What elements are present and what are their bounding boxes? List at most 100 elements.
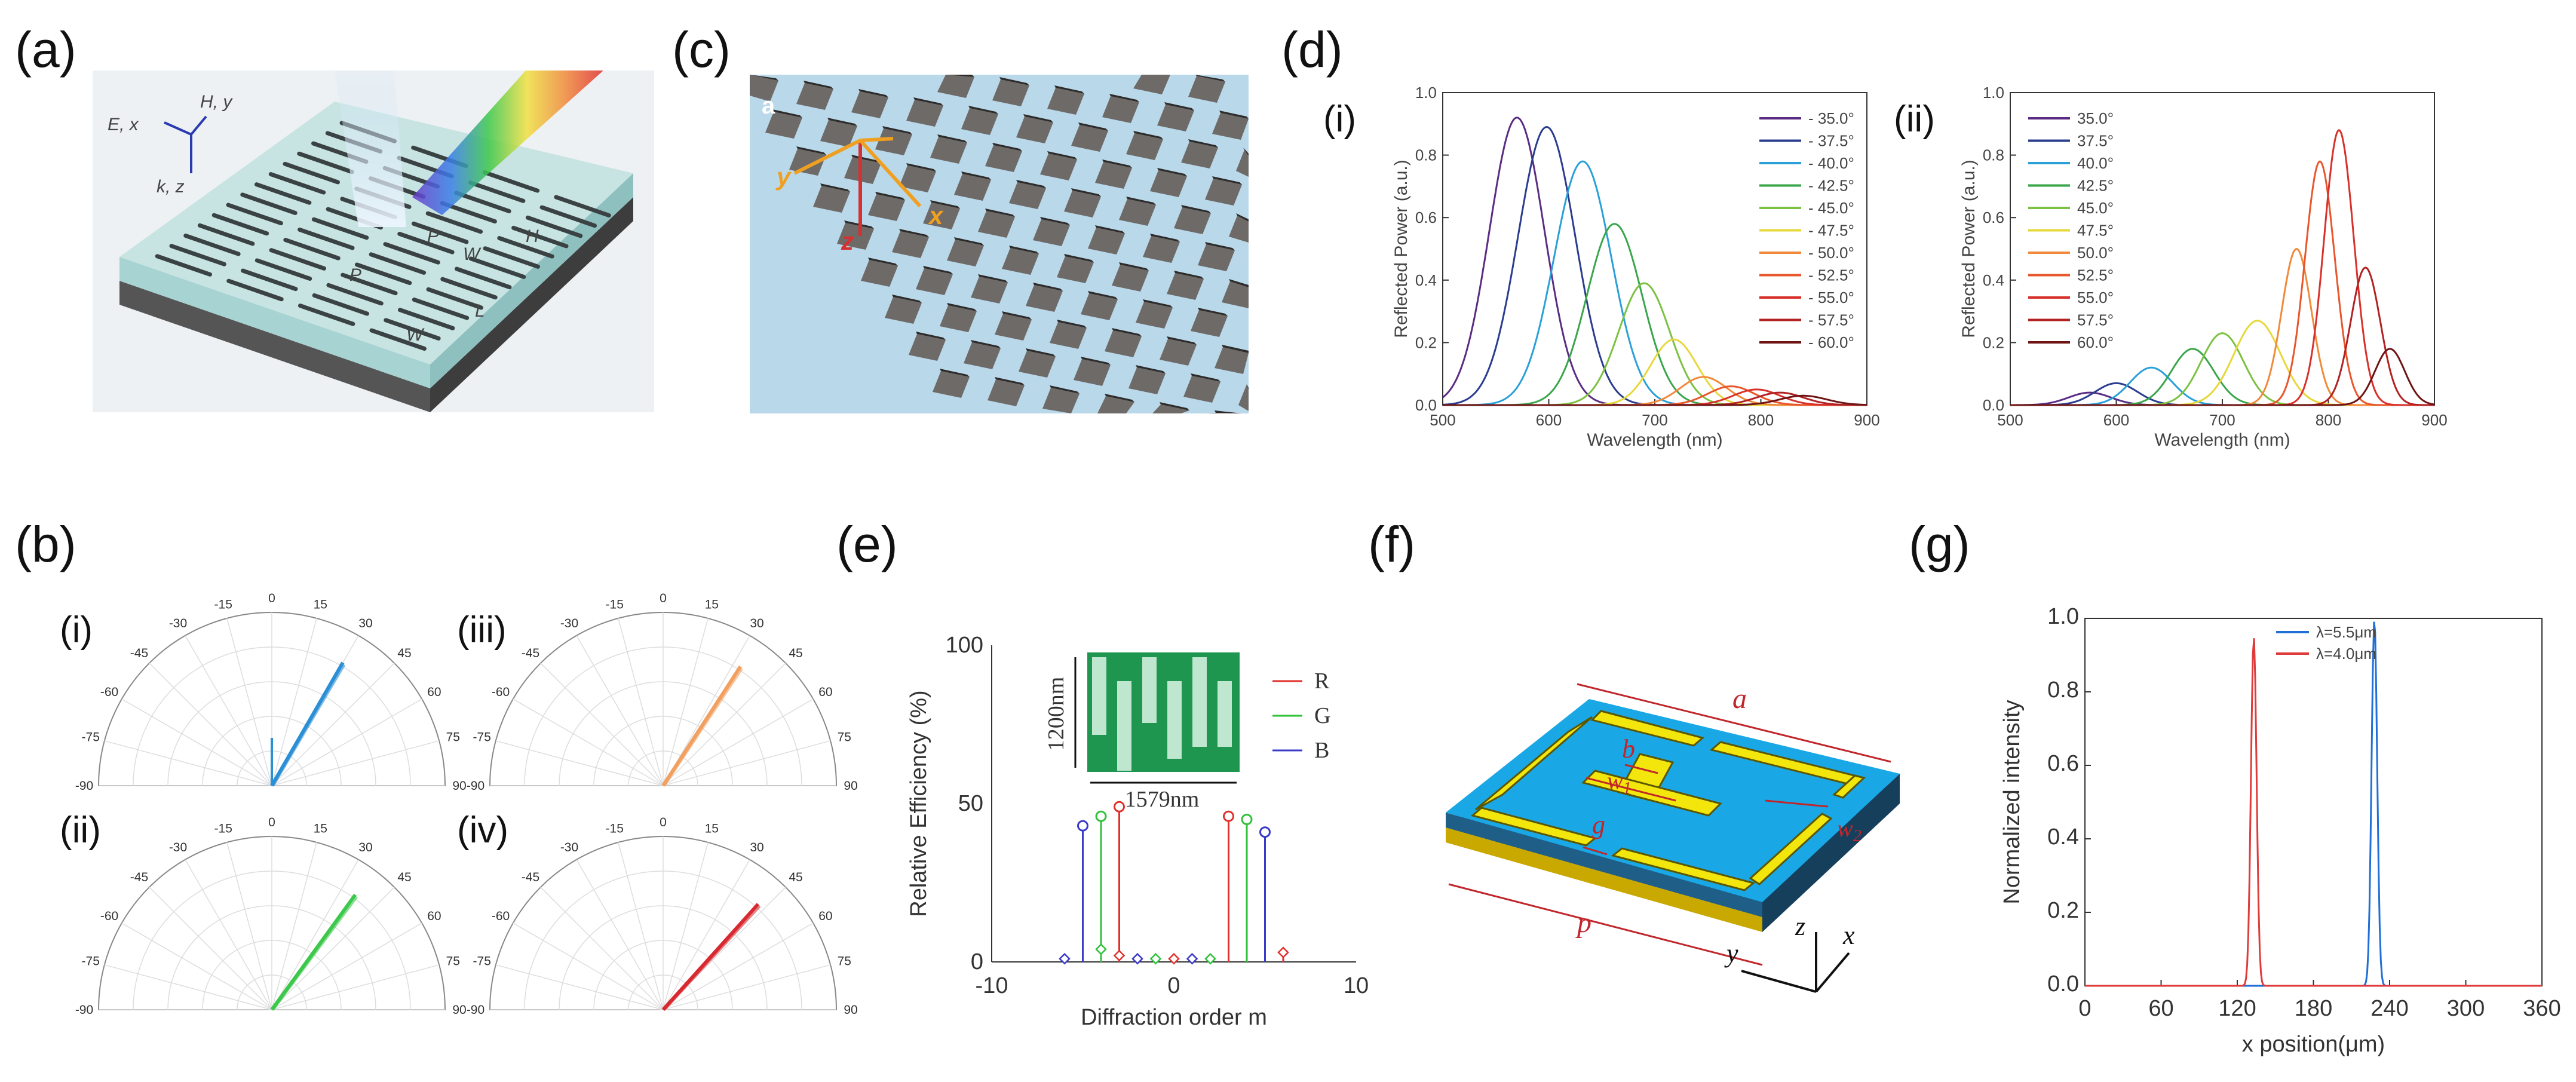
- trapezoid-block: [1188, 76, 1225, 103]
- ridge: [326, 283, 384, 306]
- gold-layer-side-f: [1446, 827, 1762, 932]
- polar-angle-label: -75: [82, 955, 100, 968]
- ridge: [297, 151, 354, 174]
- trapezoid-block: [985, 145, 1022, 172]
- ridge: [226, 203, 283, 226]
- legend-label: 42.5°: [2077, 177, 2114, 195]
- coordinate-axes-c: [793, 137, 922, 236]
- trapezoid-edge: [1009, 246, 1039, 254]
- legend-label: 57.5°: [2077, 311, 2114, 329]
- series-line: [1442, 125, 1867, 406]
- trapezoid-edge: [820, 183, 850, 192]
- ridge: [454, 191, 511, 213]
- trapezoid-edge: [1215, 410, 1244, 413]
- legend-label: - 37.5°: [1808, 132, 1854, 150]
- trapezoid-block: [1119, 199, 1156, 226]
- y-tick-label: 0.2: [1415, 333, 1437, 351]
- trapezoid-edge: [827, 118, 857, 126]
- polar-spoke: [663, 618, 709, 786]
- trapezoid-block: [820, 120, 857, 147]
- panel-label-d: (d): [1281, 22, 1343, 78]
- ridge: [254, 182, 312, 205]
- series-line: [1443, 394, 1867, 406]
- ridge: [455, 266, 512, 290]
- polar-angle-label: 0: [660, 816, 667, 829]
- polar-spoke: [576, 635, 664, 786]
- stem-marker-small: [1095, 943, 1107, 955]
- inset-slot: [1167, 681, 1182, 759]
- trapezoid-edge: [796, 146, 826, 155]
- ridge: [254, 258, 312, 281]
- trapezoid-edge: [1157, 168, 1187, 176]
- panel-label-f: (f): [1368, 516, 1415, 572]
- stem-marker: [1259, 826, 1271, 838]
- polar-spoke: [663, 859, 750, 1010]
- trapezoid-block: [978, 211, 1015, 238]
- polar-plot-ii: -90 -75 -60 -45 -30 -15 0 15 30 45 60 75 90: [75, 816, 467, 1017]
- y-tick-label: 0.6: [2047, 751, 2079, 776]
- label-W2: W: [406, 325, 425, 345]
- trapezoid-edge: [1195, 75, 1225, 82]
- trapezoid-block: [1047, 88, 1084, 115]
- trapezoid-array: [750, 75, 1249, 413]
- ridge: [226, 278, 284, 302]
- legend-label: - 47.5°: [1808, 222, 1854, 240]
- inset-slot: [1218, 681, 1232, 747]
- trapezoid-block: [954, 174, 991, 201]
- x-tick-label: 240: [2370, 996, 2408, 1021]
- ridge: [425, 211, 483, 234]
- polar-angle-label: -15: [606, 598, 624, 612]
- trapezoid-edge: [750, 75, 778, 81]
- legend-label: - 50.0°: [1808, 244, 1854, 262]
- polar-spoke: [185, 859, 272, 1010]
- trapezoid-block: [916, 268, 953, 295]
- ridge: [411, 221, 469, 244]
- trapezoid-edge: [1002, 311, 1032, 320]
- trapezoid-block: [1128, 367, 1166, 394]
- trapezoid-block: [1229, 216, 1249, 243]
- axis-x-c: x: [928, 201, 944, 229]
- legend-label: - 40.0°: [1808, 154, 1854, 172]
- legend-label: 52.5°: [2077, 266, 2114, 284]
- polar-angle-label: -60: [492, 909, 510, 923]
- trapezoid-edge: [1081, 357, 1111, 365]
- ridge: [283, 161, 340, 185]
- polar-spoke: [663, 922, 814, 1010]
- polar-angle-label: -90: [467, 779, 484, 793]
- dielectric-front-f: [1762, 774, 1900, 932]
- polar-angle-label: 75: [446, 731, 460, 744]
- y-tick-label: 50: [958, 791, 983, 816]
- polar-spoke: [271, 618, 317, 786]
- axis-y-c: y: [775, 163, 792, 191]
- polar-spoke: [663, 740, 831, 786]
- x-tick-label: 800: [2316, 411, 2341, 429]
- polar-plot-i: -90 -75 -60 -45 -30 -15 0 15 30 45 60 75 90: [75, 591, 467, 793]
- trapezoid-block: [789, 149, 826, 176]
- coordinate-axes-f: [1741, 932, 1850, 993]
- axis-z-c: z: [841, 227, 854, 255]
- ridge: [341, 272, 398, 296]
- polar-angle-label: -60: [100, 909, 118, 923]
- trapezoid-edge: [930, 200, 960, 209]
- axis-z-f: z: [1795, 912, 1805, 941]
- dim-p: p: [1575, 907, 1591, 939]
- trapezoid-edge: [892, 295, 922, 303]
- x-tick-label: -10: [976, 973, 1008, 998]
- trapezoid-edge: [1174, 271, 1204, 279]
- ridge: [468, 180, 526, 203]
- ridge: [169, 244, 226, 266]
- trapezoid-edge: [1181, 205, 1211, 213]
- y-axis-label: Reflected Power (a.u.): [1391, 160, 1411, 338]
- axis-label-kz: k, z: [157, 177, 185, 197]
- trapezoid-block: [1191, 310, 1228, 337]
- trapezoid-block: [1222, 281, 1249, 308]
- trapezoid-edge: [1071, 188, 1101, 197]
- trapezoid-edge: [954, 237, 984, 246]
- legend-label: - 60.0°: [1808, 333, 1854, 351]
- x-tick-label: 700: [2209, 411, 2235, 429]
- trapezoid-block: [1126, 133, 1163, 160]
- y-tick-label: 0.8: [2047, 678, 2079, 703]
- trapezoid-block: [1002, 248, 1039, 275]
- polar-angle-label: 75: [838, 955, 851, 968]
- trapezoid-edge: [1057, 320, 1087, 328]
